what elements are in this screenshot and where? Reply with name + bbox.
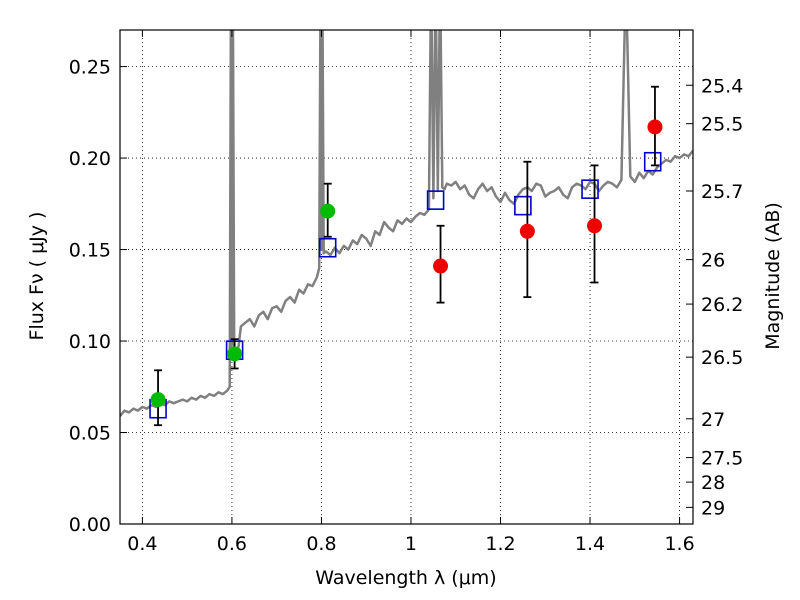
y2-tick-label: 29: [701, 497, 725, 519]
y-axis-title: Flux Fν ( μJy ): [26, 212, 48, 341]
y2-tick-label: 25.5: [701, 114, 743, 136]
grid-lines: [120, 30, 693, 525]
observed-green-point: [227, 346, 243, 362]
y-tick-label: 0.10: [69, 331, 111, 353]
y2-tick-label: 25.7: [701, 181, 743, 203]
x-tick-label: 0.4: [127, 533, 157, 555]
model-square-marker: [426, 190, 445, 210]
model-square-marker: [643, 151, 662, 172]
model-square-marker: [581, 179, 599, 199]
x-axis-title: Wavelength λ (μm): [315, 567, 496, 589]
y-tick-label: 0.05: [69, 423, 111, 445]
observed-green-point: [320, 203, 336, 219]
y-tick-label: 0.15: [69, 240, 111, 262]
plot-area: [120, 30, 693, 427]
observed-red-point: [433, 258, 449, 274]
y-tick-label: 0.20: [69, 148, 111, 170]
x-tick-label: 1.4: [575, 533, 605, 555]
observed-red-point: [647, 119, 663, 135]
x-tick-label: 0.6: [217, 533, 247, 555]
x-tick-label: 1.2: [485, 533, 515, 555]
y2-tick-label: 25.4: [701, 75, 743, 97]
y2-tick-label: 26.2: [701, 294, 743, 316]
tick-marks: [120, 30, 693, 525]
y-tick-label: 0.25: [69, 57, 111, 79]
y-tick-label: 0.00: [69, 514, 111, 536]
observed-red-point: [519, 223, 535, 239]
plot-frame: [119, 29, 694, 525]
y2-tick-label: 26.5: [701, 347, 743, 369]
x-tick-label: 1.6: [664, 533, 694, 555]
x-tick-label: 1: [405, 533, 417, 555]
spectrum-line: [120, 30, 693, 417]
observed-green-point: [150, 392, 166, 408]
y2-axis-title: Magnitude (AB): [762, 202, 784, 350]
observed-red-point: [587, 218, 603, 234]
x-tick-label: 0.8: [306, 533, 336, 555]
y2-tick-label: 27: [701, 409, 725, 431]
model-square-marker: [318, 237, 337, 258]
y2-tick-label: 26: [701, 250, 725, 272]
tick-labels: 0.4 0.6 0.8 1 1.2 1.4 1.6 0.00 0.05 0.10 0.15 0.20 0…: [69, 57, 744, 555]
y2-tick-label: 27.5: [701, 448, 743, 470]
y2-tick-label: 28: [701, 472, 725, 494]
model-square-marker: [514, 195, 532, 216]
